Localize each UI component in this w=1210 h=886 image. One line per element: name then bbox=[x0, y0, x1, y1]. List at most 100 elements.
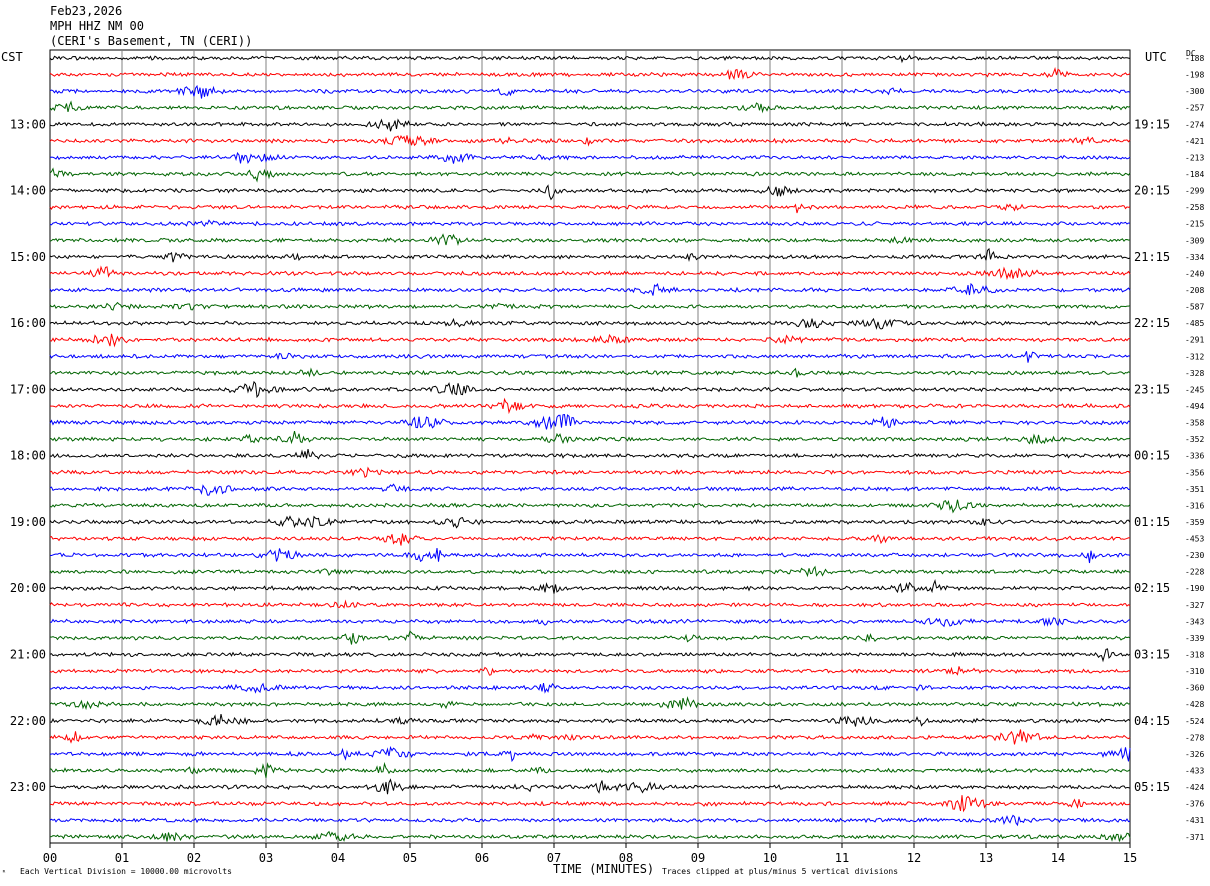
dc-offset-value: -215 bbox=[1185, 220, 1204, 229]
trace-line bbox=[49, 413, 1131, 430]
utc-hour-label: 19:15 bbox=[1134, 117, 1170, 131]
dc-offset-value: -299 bbox=[1185, 187, 1204, 196]
dc-offset-value: -336 bbox=[1185, 452, 1204, 461]
x-tick-label: 01 bbox=[115, 851, 129, 865]
cst-hour-label: 20:00 bbox=[10, 581, 46, 595]
dc-offset-value: -524 bbox=[1185, 717, 1204, 726]
plot-frame bbox=[49, 49, 1131, 844]
trace-line bbox=[49, 151, 1131, 165]
dc-offset-value: -421 bbox=[1185, 137, 1204, 146]
utc-hour-label: 00:15 bbox=[1134, 449, 1170, 463]
trace-line bbox=[49, 466, 1131, 479]
dc-offset-value: -328 bbox=[1185, 369, 1204, 378]
dc-offset-value: -198 bbox=[1185, 71, 1204, 80]
dc-offset-value: -587 bbox=[1185, 303, 1204, 312]
trace-line bbox=[49, 84, 1131, 99]
trace-line bbox=[49, 795, 1131, 813]
x-tick-label: 08 bbox=[619, 851, 633, 865]
trace-line bbox=[49, 265, 1131, 281]
right-hour-labels: 19:15 20:15 21:15 22:15 23:15 00:15 01:15 02:15… bbox=[1134, 117, 1170, 794]
trace-line bbox=[49, 579, 1131, 594]
dc-offset-value: -213 bbox=[1185, 153, 1204, 162]
left-hour-labels: 13:00 14:00 15:00 16:00 17:00 18:00 19:00 20:00… bbox=[10, 117, 46, 794]
x-axis-ticks: 00 01 02 03 04 05 06 07 08 09 10 11 12 13 14 15 bbox=[43, 843, 1137, 865]
trace-line bbox=[49, 54, 1131, 64]
dc-offset-value: -327 bbox=[1185, 601, 1204, 610]
dc-offset-value: -359 bbox=[1185, 518, 1204, 527]
dc-offset-value: -190 bbox=[1185, 584, 1204, 593]
dc-offset-value: -433 bbox=[1185, 767, 1204, 776]
trace-line bbox=[49, 118, 1131, 132]
dc-offset-value: -424 bbox=[1185, 783, 1204, 792]
x-tick-label: 04 bbox=[331, 851, 345, 865]
trace-line bbox=[49, 167, 1131, 183]
trace-line bbox=[49, 814, 1131, 827]
trace-line bbox=[49, 351, 1131, 363]
cst-hour-label: 16:00 bbox=[10, 316, 46, 330]
cst-hour-label: 19:00 bbox=[10, 515, 46, 529]
dc-offset-header: DC bbox=[1186, 49, 1196, 58]
dc-offset-value: -208 bbox=[1185, 286, 1204, 295]
dc-offset-value: -485 bbox=[1185, 319, 1204, 328]
dc-offset-value: -300 bbox=[1185, 87, 1204, 96]
dc-offset-value: -356 bbox=[1185, 468, 1204, 477]
x-tick-label: 11 bbox=[835, 851, 849, 865]
dc-offset-value: -257 bbox=[1185, 104, 1204, 113]
trace-line bbox=[49, 515, 1131, 529]
trace-line bbox=[49, 483, 1131, 496]
station-location: (CERI's Basement, TN (CERI)) bbox=[50, 34, 253, 48]
trace-line bbox=[49, 682, 1131, 694]
utc-hour-label: 03:15 bbox=[1134, 648, 1170, 662]
trace-line bbox=[49, 830, 1131, 842]
trace-line bbox=[49, 533, 1131, 546]
dc-offset-value: -245 bbox=[1185, 385, 1204, 394]
dc-offset-value: -339 bbox=[1185, 634, 1204, 643]
dc-offset-value: -494 bbox=[1185, 402, 1204, 411]
station-channel: MPH HHZ NM 00 bbox=[50, 19, 144, 33]
trace-line bbox=[49, 219, 1131, 227]
dc-offset-value: -428 bbox=[1185, 700, 1204, 709]
dc-offset-value: -291 bbox=[1185, 336, 1204, 345]
utc-hour-label: 02:15 bbox=[1134, 581, 1170, 595]
x-tick-label: 06 bbox=[475, 851, 489, 865]
dc-offset-value: -318 bbox=[1185, 651, 1204, 660]
trace-line bbox=[49, 630, 1131, 645]
clip-note: Traces clipped at plus/minus 5 vertical … bbox=[662, 867, 899, 876]
corner-mark-icon: ᴿ bbox=[2, 869, 7, 877]
x-tick-label: 13 bbox=[979, 851, 993, 865]
trace-line bbox=[49, 233, 1131, 246]
utc-hour-label: 22:15 bbox=[1134, 316, 1170, 330]
trace-line bbox=[49, 761, 1131, 778]
dc-offset-value: -352 bbox=[1185, 435, 1204, 444]
trace-line bbox=[49, 449, 1131, 460]
dc-offset-value: -334 bbox=[1185, 253, 1204, 262]
trace-line bbox=[49, 184, 1131, 201]
trace-line bbox=[49, 367, 1131, 378]
utc-hour-label: 05:15 bbox=[1134, 780, 1170, 794]
dc-offset-value: -184 bbox=[1185, 170, 1204, 179]
trace-line bbox=[49, 380, 1131, 399]
trace-line bbox=[49, 203, 1131, 214]
dc-offset-values: -188 -198 -300 -257 -274 -421 -213 -184 -299 -258… bbox=[1185, 54, 1204, 842]
dc-offset-value: -351 bbox=[1185, 485, 1204, 494]
utc-hour-label: 04:15 bbox=[1134, 714, 1170, 728]
x-tick-label: 10 bbox=[763, 851, 777, 865]
dc-offset-value: -309 bbox=[1185, 236, 1204, 245]
dc-offset-value: -360 bbox=[1185, 684, 1204, 693]
dc-offset-value: -240 bbox=[1185, 269, 1204, 278]
trace-line bbox=[49, 301, 1131, 311]
x-tick-label: 00 bbox=[43, 851, 57, 865]
dc-offset-value: -371 bbox=[1185, 833, 1204, 842]
trace-line bbox=[49, 778, 1131, 795]
utc-hour-label: 01:15 bbox=[1134, 515, 1170, 529]
dc-offset-value: -258 bbox=[1185, 203, 1204, 212]
trace-line bbox=[49, 565, 1131, 578]
trace-line bbox=[49, 617, 1131, 628]
x-tick-label: 12 bbox=[907, 851, 921, 865]
trace-line bbox=[49, 134, 1131, 147]
dc-offset-value: -343 bbox=[1185, 617, 1204, 626]
x-axis-title: TIME (MINUTES) bbox=[553, 862, 655, 876]
trace-line bbox=[49, 317, 1131, 330]
dc-offset-value: -278 bbox=[1185, 733, 1204, 742]
trace-line bbox=[49, 648, 1131, 663]
